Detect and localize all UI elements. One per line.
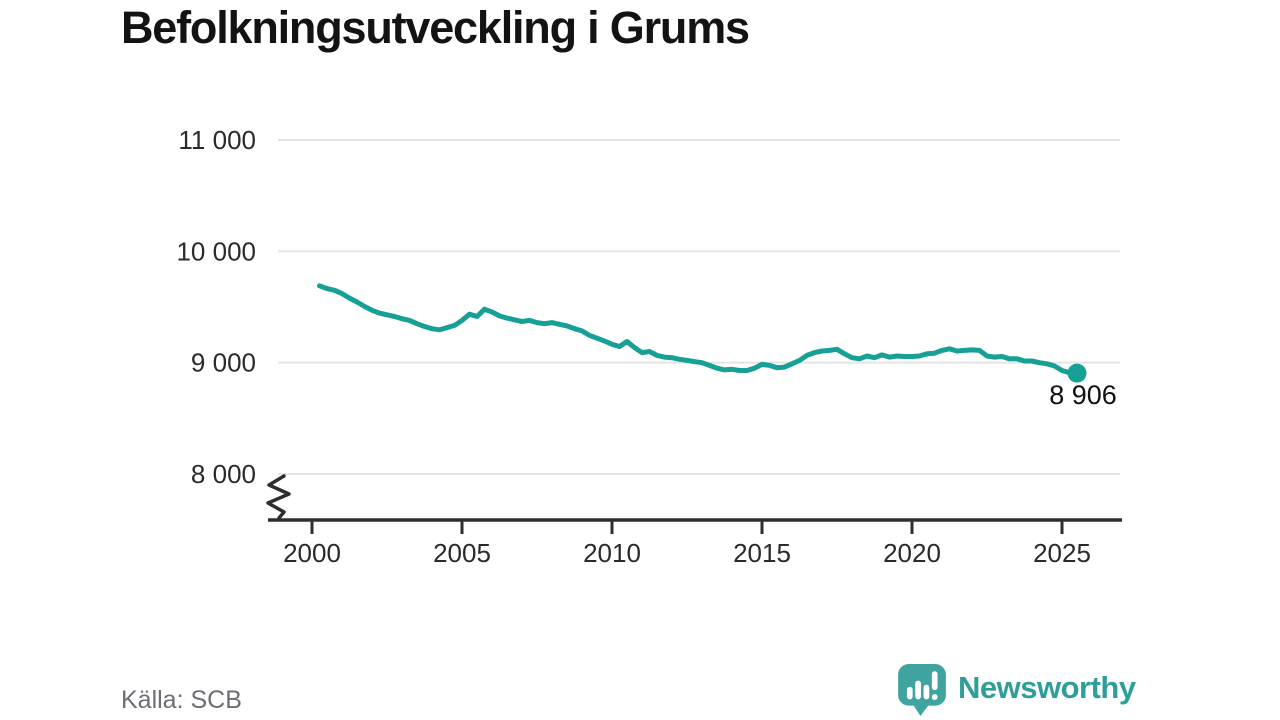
chart-title: Befolkningsutveckling i Grums (121, 2, 750, 53)
end-point-marker (1067, 363, 1087, 383)
y-tick-label: 8 000 (191, 459, 256, 489)
y-tick-label: 11 000 (178, 125, 256, 155)
brand-name: Newsworthy (958, 669, 1136, 705)
x-tick-label: 2010 (583, 538, 641, 568)
x-tick-label: 2005 (433, 538, 491, 568)
x-tick-label: 2025 (1033, 538, 1091, 568)
x-tick-label: 2000 (283, 538, 341, 568)
y-tick-label: 9 000 (191, 348, 256, 378)
axis-break-icon (266, 474, 291, 520)
source-label: Källa: SCB (121, 686, 242, 714)
x-tick-label: 2020 (883, 538, 941, 568)
newsworthy-speech-bubble-barchart-icon (898, 664, 946, 716)
population-line (317, 283, 1080, 376)
brand-logo: Newsworthy (897, 663, 1136, 717)
y-tick-label: 10 000 (176, 236, 256, 266)
x-tick-label: 2015 (733, 538, 791, 568)
end-value-label: 8 906 (1049, 380, 1117, 410)
